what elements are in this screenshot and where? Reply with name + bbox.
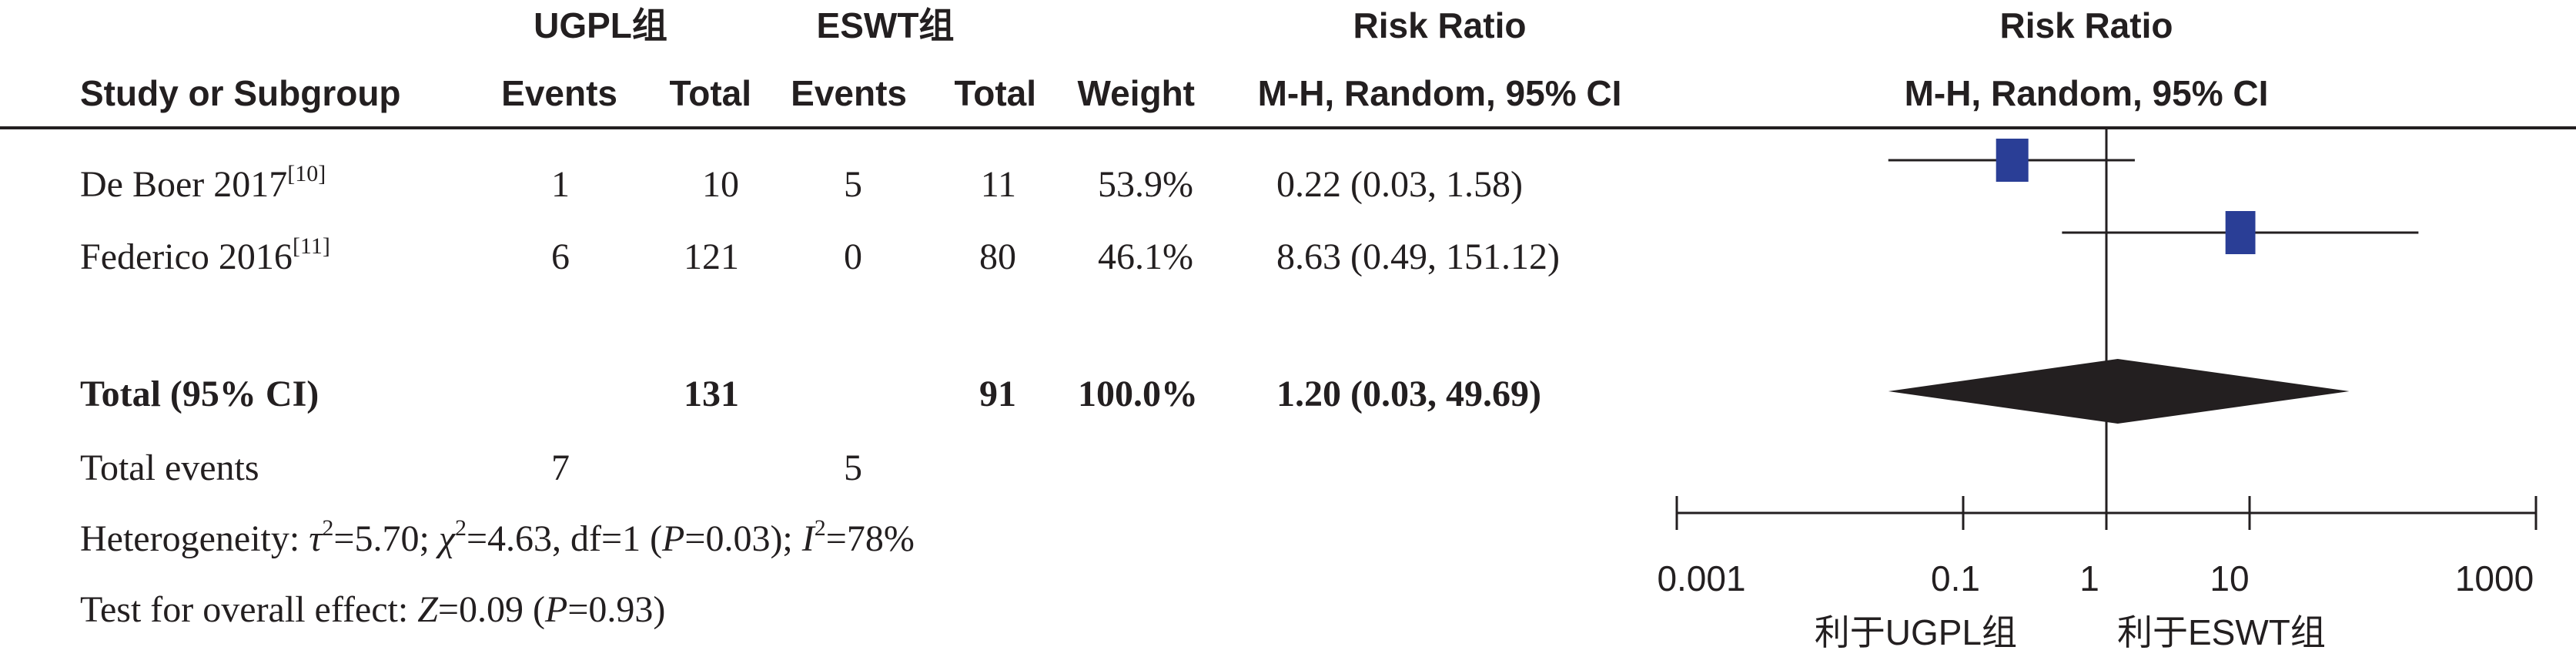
favours-ugpl-label: 利于UGPL组 bbox=[1814, 612, 2017, 652]
study-column-header: Study or Subgroup bbox=[80, 73, 401, 113]
events2-cell: 5 bbox=[844, 164, 862, 205]
total-events1: 7 bbox=[551, 447, 570, 488]
risk-ratio-table-header: Risk Ratio bbox=[1353, 5, 1527, 45]
risk-ratio-plot-header: Risk Ratio bbox=[1999, 5, 2173, 45]
total2-cell: 11 bbox=[980, 164, 1016, 205]
group2-header: ESWT组 bbox=[816, 5, 955, 45]
events1-cell: 6 bbox=[551, 236, 570, 277]
total-ci: 1.20 (0.03, 49.69) bbox=[1276, 374, 1541, 414]
axis-tick-label: 0.001 bbox=[1657, 558, 1746, 598]
study-marker bbox=[1996, 139, 2029, 182]
total1-cell: 121 bbox=[684, 236, 739, 277]
study-marker bbox=[2225, 211, 2256, 254]
axis-tick-label: 1 bbox=[2079, 558, 2099, 598]
total2-cell: 80 bbox=[979, 236, 1016, 277]
axis-tick-label: 1000 bbox=[2454, 558, 2534, 598]
study-name: De Boer 2017[10] bbox=[80, 161, 326, 205]
total1-cell: 10 bbox=[702, 164, 739, 205]
weight-cell: 53.9% bbox=[1098, 164, 1193, 205]
total-events-label: Total events bbox=[80, 447, 259, 488]
axis-tick-label: 10 bbox=[2210, 558, 2250, 598]
total1-sum: 131 bbox=[684, 374, 739, 414]
group1-header: UGPL组 bbox=[534, 5, 667, 45]
total-events2: 5 bbox=[844, 447, 862, 488]
axis-tick-label: 0.1 bbox=[1931, 558, 1980, 598]
weight-cell: 46.1% bbox=[1098, 236, 1193, 277]
total1-column-header: Total bbox=[669, 73, 751, 113]
ci-cell: 0.22 (0.03, 1.58) bbox=[1276, 164, 1523, 205]
events2-cell: 0 bbox=[844, 236, 862, 277]
method-table-header: M-H, Random, 95% CI bbox=[1257, 73, 1622, 113]
overall-effect-test: Test for overall effect: Z=0.09 (P=0.93) bbox=[80, 589, 666, 630]
total-weight: 100.0% bbox=[1078, 374, 1198, 414]
favours-eswt-label: 利于ESWT组 bbox=[2117, 612, 2326, 652]
method-plot-header: M-H, Random, 95% CI bbox=[1904, 73, 2269, 113]
pooled-diamond bbox=[1888, 359, 2350, 424]
weight-column-header: Weight bbox=[1077, 73, 1195, 113]
events2-column-header: Events bbox=[791, 73, 907, 113]
study-name: Federico 2016[11] bbox=[80, 233, 330, 277]
total2-column-header: Total bbox=[954, 73, 1036, 113]
total-label: Total (95% CI) bbox=[80, 374, 319, 414]
total2-sum: 91 bbox=[979, 374, 1016, 414]
heterogeneity-stats: Heterogeneity: τ2=5.70; χ2=4.63, df=1 (P… bbox=[80, 515, 915, 559]
events1-cell: 1 bbox=[551, 164, 570, 205]
ci-cell: 8.63 (0.49, 151.12) bbox=[1276, 236, 1560, 277]
events1-column-header: Events bbox=[501, 73, 617, 113]
header-rule bbox=[0, 126, 2576, 129]
